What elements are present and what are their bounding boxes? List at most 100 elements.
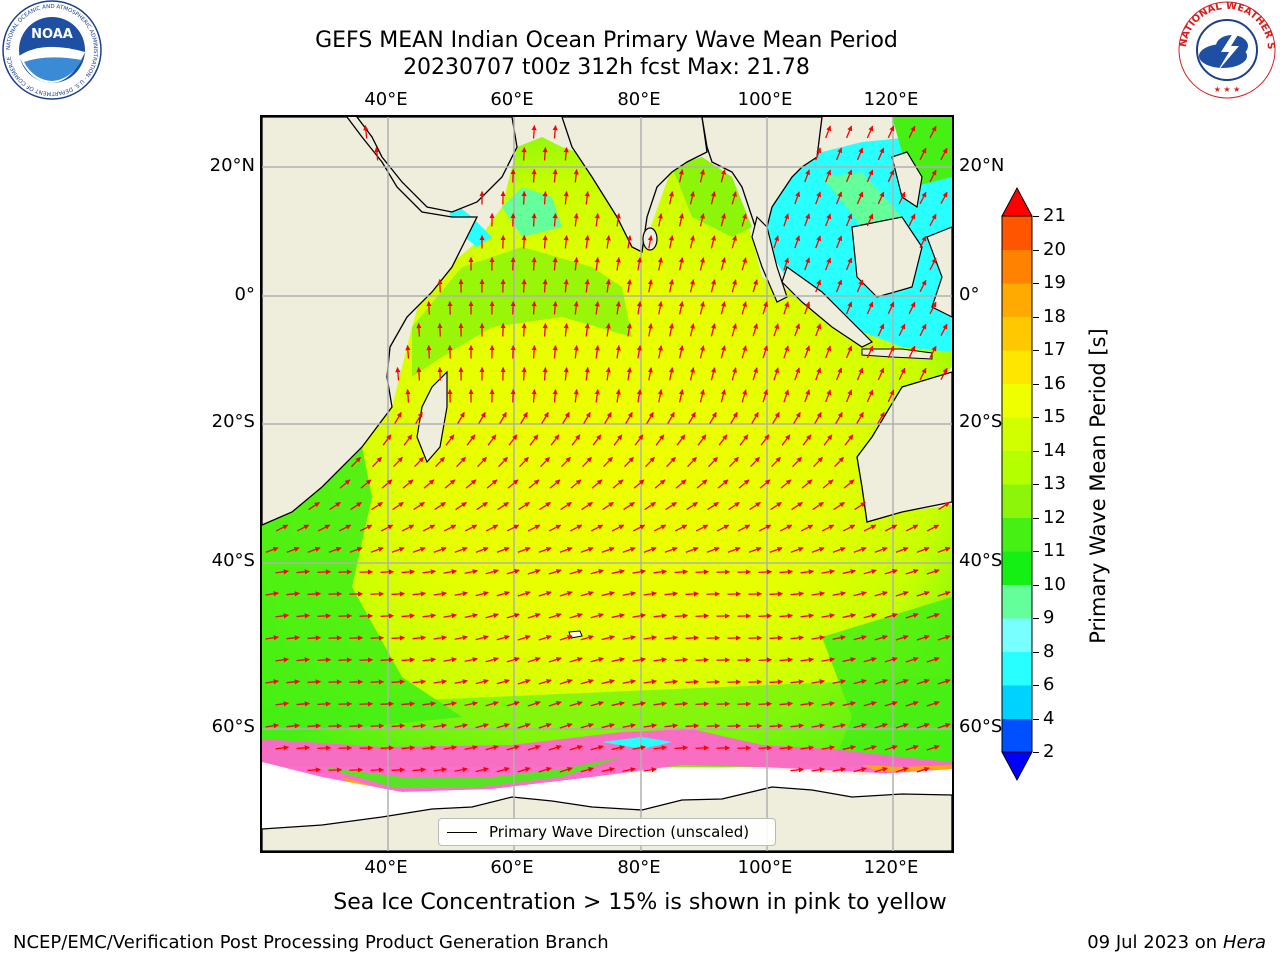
wave-direction-arrow [668, 279, 674, 293]
wave-direction-arrow [800, 701, 814, 707]
top-tick-lon: 40°E [364, 89, 408, 110]
wave-direction-arrow [423, 479, 435, 489]
wave-direction-arrow [591, 479, 603, 489]
wave-direction-arrow [538, 722, 552, 729]
wave-direction-arrow [887, 169, 895, 183]
wave-direction-arrow [518, 501, 530, 511]
wave-direction-arrow [539, 501, 551, 511]
wave-direction-arrow [741, 213, 748, 227]
wave-direction-arrow [391, 591, 406, 597]
wave-direction-arrow [382, 434, 392, 446]
wave-direction-arrow [573, 345, 579, 359]
wave-direction-arrow [822, 479, 834, 489]
wave-direction-arrow [401, 524, 415, 532]
map-canvas [262, 117, 952, 851]
wave-direction-arrow [527, 524, 541, 532]
wave-direction-arrow [800, 657, 814, 663]
wave-direction-arrow [877, 367, 885, 381]
wave-direction-arrow [510, 168, 516, 183]
wave-direction-arrow [371, 501, 383, 511]
wave-direction-arrow [433, 723, 447, 729]
wave-direction-arrow [866, 389, 874, 403]
wave-direction-arrow [769, 546, 783, 553]
wave-direction-arrow [887, 389, 895, 403]
colorbar-band [1002, 584, 1032, 619]
legend-label: Primary Wave Direction (unscaled) [489, 823, 750, 841]
wave-direction-arrow [783, 301, 790, 315]
wave-direction-arrow [454, 723, 468, 729]
wave-direction-arrow [773, 323, 780, 337]
wave-direction-arrow [940, 367, 948, 381]
wave-direction-arrow [636, 301, 642, 315]
wave-direction-arrow [790, 767, 804, 773]
wave-direction-arrow [541, 411, 549, 424]
wave-direction-arrow [372, 456, 382, 468]
wave-direction-arrow [762, 345, 769, 359]
wave-direction-arrow [874, 678, 888, 685]
wave-direction-arrow [563, 235, 569, 249]
wave-direction-arrow [685, 591, 700, 597]
wave-direction-arrow [422, 745, 436, 751]
wave-direction-arrow [605, 323, 611, 337]
wave-direction-arrow [476, 501, 488, 511]
wave-direction-arrow [895, 634, 909, 641]
wave-direction-arrow [647, 279, 653, 293]
colorbar-label: Primary Wave Mean Period [s] [1086, 328, 1110, 644]
arabian-sea-patch [502, 187, 562, 237]
wave-direction-arrow [929, 345, 937, 359]
wave-direction-arrow [485, 569, 499, 575]
wave-direction-arrow [531, 256, 537, 271]
wave-direction-arrow [856, 367, 864, 381]
wave-direction-arrow [866, 301, 874, 315]
wave-direction-arrow [307, 546, 321, 553]
wave-direction-arrow [699, 389, 705, 403]
wave-direction-arrow [790, 723, 804, 729]
wave-direction-arrow [779, 745, 793, 751]
wave-direction-arrow [779, 657, 793, 663]
wave-direction-arrow [422, 524, 436, 532]
wave-direction-arrow [506, 656, 520, 663]
bottom-tick-lon: 60°E [490, 857, 534, 878]
wave-direction-arrow [265, 591, 279, 597]
wave-direction-arrow [674, 745, 688, 751]
wave-direction-arrow [887, 345, 895, 359]
wave-direction-arrows [265, 124, 951, 773]
sumatra [781, 266, 874, 348]
wave-direction-arrow [653, 569, 667, 575]
wave-direction-arrow [626, 367, 632, 381]
wave-direction-arrow [443, 745, 457, 751]
wave-direction-arrow [307, 635, 322, 641]
wave-direction-arrow [791, 501, 803, 511]
wave-direction-arrow [296, 745, 310, 751]
colorbar-tick-mark [1033, 316, 1039, 318]
wave-direction-arrow [654, 479, 666, 489]
wave-direction-arrow [696, 479, 708, 489]
wave-direction-arrow [465, 479, 477, 489]
wave-direction-arrow [412, 635, 426, 641]
wave-direction-arrow [887, 125, 895, 139]
wave-direction-arrow [853, 679, 867, 685]
wave-direction-arrow [937, 722, 951, 729]
wave-direction-arrow [720, 345, 726, 359]
wave-direction-arrow [521, 322, 527, 337]
wave-direction-arrow [601, 723, 615, 729]
plot-subtitle: 20230707 t00z 312h fcst Max: 21.78 [403, 55, 810, 80]
wave-direction-arrow [664, 591, 678, 597]
wave-direction-arrow [590, 569, 604, 575]
wave-direction-arrow [739, 434, 749, 446]
plot-title: GEFS MEAN Indian Ocean Primary Wave Mean… [315, 28, 898, 53]
wave-direction-arrow [678, 213, 684, 227]
wave-direction-arrow [685, 723, 700, 729]
wave-direction-arrow [328, 591, 343, 597]
wave-direction-arrow [905, 612, 919, 619]
wave-direction-arrow [538, 634, 552, 641]
wave-direction-arrow [464, 524, 478, 532]
wave-direction-arrow [845, 301, 853, 315]
wave-direction-arrow [569, 524, 583, 532]
wave-direction-arrow [590, 613, 604, 619]
wave-direction-arrow [510, 212, 516, 227]
wave-direction-arrow [485, 613, 499, 619]
wave-direction-arrow [622, 635, 636, 641]
wave-direction-arrow [584, 191, 590, 205]
wave-direction-arrow [507, 479, 519, 489]
